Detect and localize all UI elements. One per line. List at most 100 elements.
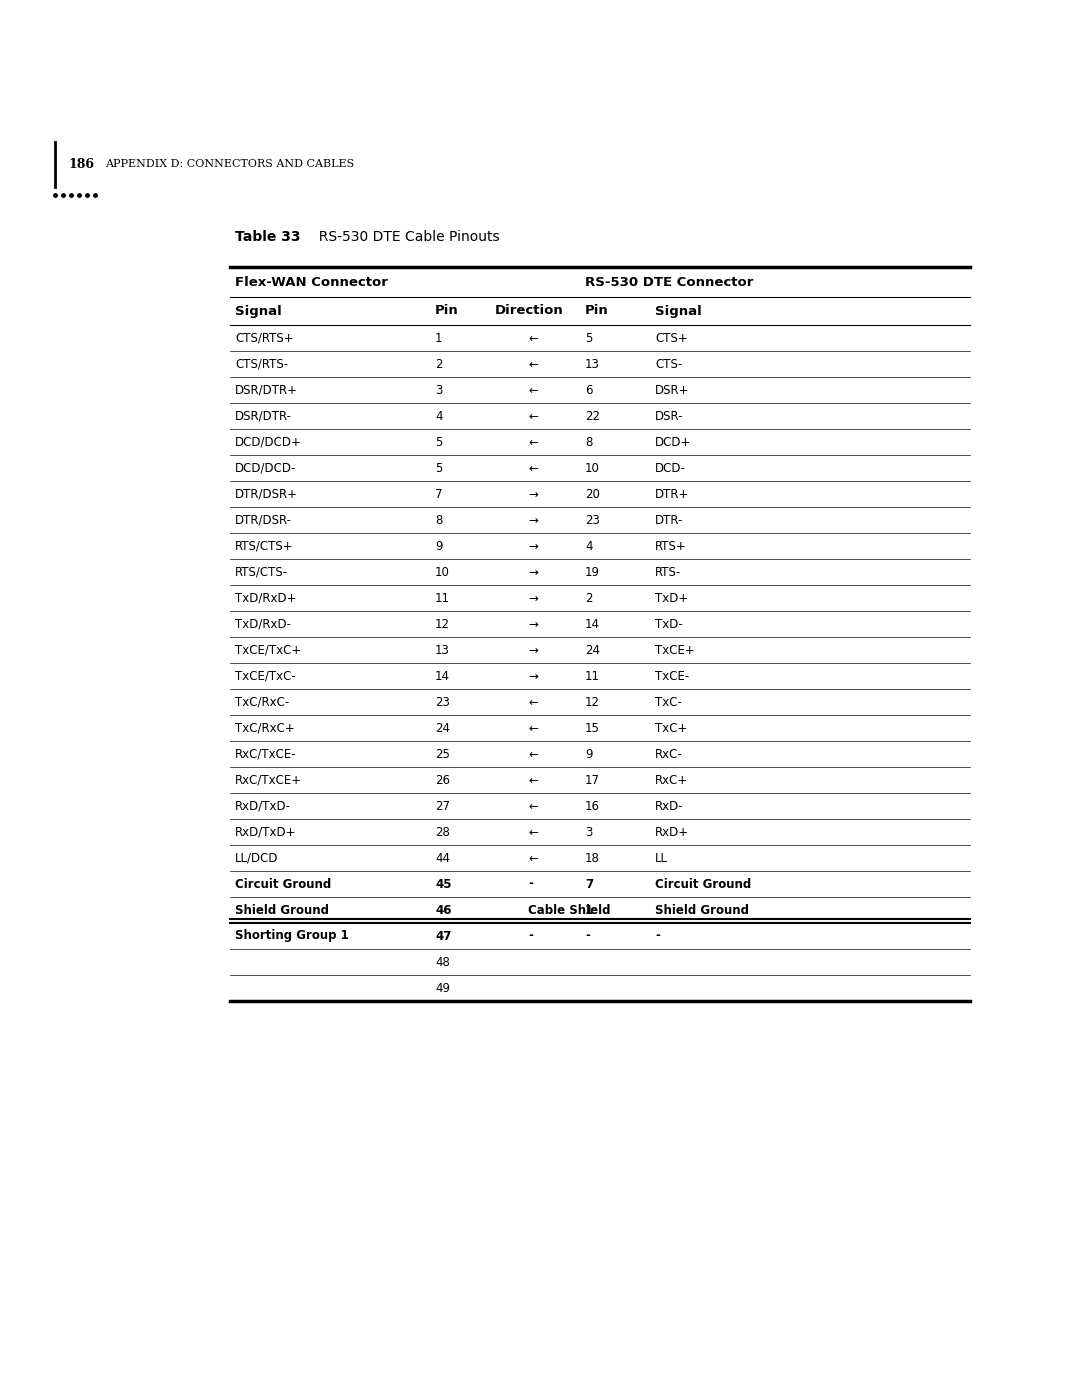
- Text: -: -: [528, 877, 532, 890]
- Text: 3: 3: [435, 384, 443, 397]
- Text: 5: 5: [435, 436, 443, 448]
- Text: Shield Ground: Shield Ground: [654, 904, 750, 916]
- Text: RTS-: RTS-: [654, 566, 681, 578]
- Text: RxC-: RxC-: [654, 747, 683, 760]
- Text: 11: 11: [435, 591, 450, 605]
- Text: Pin: Pin: [435, 305, 459, 317]
- Text: 14: 14: [435, 669, 450, 683]
- Text: 7: 7: [585, 877, 593, 890]
- Text: Direction: Direction: [495, 305, 564, 317]
- Text: ←: ←: [528, 774, 538, 787]
- Text: 27: 27: [435, 799, 450, 813]
- Text: 44: 44: [435, 852, 450, 865]
- Text: Flex-WAN Connector: Flex-WAN Connector: [235, 275, 388, 289]
- Text: 19: 19: [585, 566, 600, 578]
- Text: ←: ←: [528, 409, 538, 422]
- Text: TxC/RxC+: TxC/RxC+: [235, 721, 295, 735]
- Text: TxC-: TxC-: [654, 696, 681, 708]
- Text: 5: 5: [585, 331, 592, 345]
- Text: TxD/RxD-: TxD/RxD-: [235, 617, 291, 630]
- Text: 25: 25: [435, 747, 450, 760]
- Text: 18: 18: [585, 852, 599, 865]
- Text: TxC/RxC-: TxC/RxC-: [235, 696, 289, 708]
- Text: DSR-: DSR-: [654, 409, 684, 422]
- Text: Signal: Signal: [654, 305, 702, 317]
- Text: RxD/TxD+: RxD/TxD+: [235, 826, 297, 838]
- Text: TxCE/TxC+: TxCE/TxC+: [235, 644, 301, 657]
- Text: CTS/RTS+: CTS/RTS+: [235, 331, 294, 345]
- Text: ←: ←: [528, 331, 538, 345]
- Text: ←: ←: [528, 358, 538, 370]
- Text: 12: 12: [435, 617, 450, 630]
- Text: 22: 22: [585, 409, 600, 422]
- Text: 11: 11: [585, 669, 600, 683]
- Text: APPENDIX D: CONNECTORS AND CABLES: APPENDIX D: CONNECTORS AND CABLES: [105, 159, 354, 169]
- Text: Signal: Signal: [235, 305, 282, 317]
- Text: ←: ←: [528, 436, 538, 448]
- Text: 7: 7: [435, 488, 443, 500]
- Text: RxD/TxD-: RxD/TxD-: [235, 799, 291, 813]
- Text: 48: 48: [435, 956, 450, 968]
- Text: 24: 24: [585, 644, 600, 657]
- Text: 4: 4: [585, 539, 593, 552]
- Text: 16: 16: [585, 799, 600, 813]
- Text: Pin: Pin: [585, 305, 609, 317]
- Text: 10: 10: [585, 461, 599, 475]
- Text: RxD-: RxD-: [654, 799, 684, 813]
- Text: →: →: [528, 591, 538, 605]
- Text: 10: 10: [435, 566, 450, 578]
- Text: TxD/RxD+: TxD/RxD+: [235, 591, 297, 605]
- Text: RxD+: RxD+: [654, 826, 689, 838]
- Text: DCD/DCD-: DCD/DCD-: [235, 461, 296, 475]
- Text: ←: ←: [528, 826, 538, 838]
- Text: →: →: [528, 514, 538, 527]
- Text: 9: 9: [585, 747, 593, 760]
- Text: DTR-: DTR-: [654, 514, 684, 527]
- Text: DCD/DCD+: DCD/DCD+: [235, 436, 302, 448]
- Text: DCD-: DCD-: [654, 461, 686, 475]
- Text: 17: 17: [585, 774, 600, 787]
- Text: →: →: [528, 617, 538, 630]
- Text: DSR/DTR-: DSR/DTR-: [235, 409, 292, 422]
- Text: RS-530 DTE Connector: RS-530 DTE Connector: [585, 275, 754, 289]
- Text: 2: 2: [585, 591, 593, 605]
- Text: DCD+: DCD+: [654, 436, 691, 448]
- Text: TxCE-: TxCE-: [654, 669, 689, 683]
- Text: CTS+: CTS+: [654, 331, 688, 345]
- Text: TxD-: TxD-: [654, 617, 683, 630]
- Text: 2: 2: [435, 358, 443, 370]
- Text: TxCE/TxC-: TxCE/TxC-: [235, 669, 296, 683]
- Text: →: →: [528, 488, 538, 500]
- Text: DTR/DSR-: DTR/DSR-: [235, 514, 292, 527]
- Text: Circuit Ground: Circuit Ground: [235, 877, 332, 890]
- Text: LL/DCD: LL/DCD: [235, 852, 279, 865]
- Text: ←: ←: [528, 696, 538, 708]
- Text: DTR/DSR+: DTR/DSR+: [235, 488, 298, 500]
- Text: 14: 14: [585, 617, 600, 630]
- Text: ←: ←: [528, 852, 538, 865]
- Text: RTS+: RTS+: [654, 539, 687, 552]
- Text: -: -: [654, 929, 660, 943]
- Text: ←: ←: [528, 747, 538, 760]
- Text: ←: ←: [528, 384, 538, 397]
- Text: Cable Shield: Cable Shield: [528, 904, 610, 916]
- Text: →: →: [528, 566, 538, 578]
- Text: Table 33: Table 33: [235, 231, 300, 244]
- Text: 20: 20: [585, 488, 599, 500]
- Text: →: →: [528, 669, 538, 683]
- Text: 23: 23: [435, 696, 450, 708]
- Text: DSR/DTR+: DSR/DTR+: [235, 384, 298, 397]
- Text: TxCE+: TxCE+: [654, 644, 694, 657]
- Text: 4: 4: [435, 409, 443, 422]
- Text: RS-530 DTE Cable Pinouts: RS-530 DTE Cable Pinouts: [310, 231, 500, 244]
- Text: RTS/CTS-: RTS/CTS-: [235, 566, 288, 578]
- Text: CTS-: CTS-: [654, 358, 683, 370]
- Text: 186: 186: [68, 158, 94, 170]
- Text: 5: 5: [435, 461, 443, 475]
- Text: 12: 12: [585, 696, 600, 708]
- Text: 6: 6: [585, 384, 593, 397]
- Text: 47: 47: [435, 929, 451, 943]
- Text: 28: 28: [435, 826, 450, 838]
- Text: →: →: [528, 644, 538, 657]
- Text: 1: 1: [585, 904, 593, 916]
